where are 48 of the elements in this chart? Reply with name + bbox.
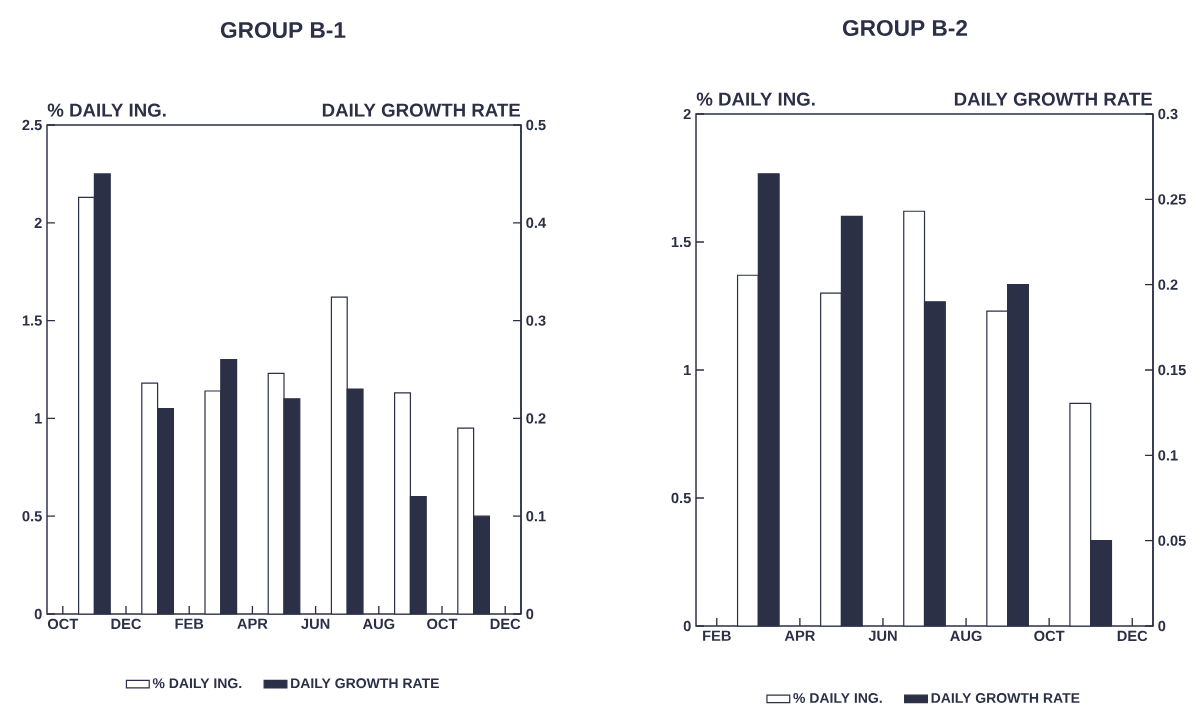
- x-tick-label: APR: [237, 618, 268, 629]
- x-tick-label: JUN: [301, 618, 330, 629]
- y-tick-label: 0.5: [22, 511, 42, 522]
- y2-tick-label: 0.5: [526, 119, 546, 131]
- y-tick-label: 1: [35, 413, 42, 424]
- x-tick-label: DEC: [490, 618, 521, 630]
- y-tick-label: 2: [683, 108, 691, 120]
- y-tick-label: 1.5: [671, 236, 691, 248]
- legend-label: DAILY GROWTH RATE: [931, 693, 1080, 703]
- y2-tick-label: 0.4: [526, 217, 547, 228]
- y2-tick-label: 0.1: [526, 511, 546, 522]
- x-tick-label: OCT: [427, 618, 458, 630]
- y2-tick-label: 0.15: [1158, 364, 1186, 376]
- y2-tick-label: 0.3: [526, 315, 546, 326]
- x-tick-label: FEB: [703, 630, 731, 641]
- y-tick-label: 0.5: [671, 492, 691, 504]
- y2-tick-label: 0.1: [1158, 450, 1178, 461]
- y2-tick-label: 0.05: [1158, 535, 1186, 546]
- y2-axis-title: DAILY GROWTH RATE: [322, 103, 521, 117]
- y-tick-label: 1.5: [22, 315, 42, 326]
- y-axis-title: % DAILY ING.: [696, 92, 815, 106]
- y-tick-label: 2.5: [22, 119, 42, 131]
- chart-title: GROUP B-2: [842, 19, 968, 37]
- y2-tick-label: 0.2: [526, 413, 546, 424]
- y2-tick-label: 0: [526, 608, 534, 620]
- y2-axis-title: DAILY GROWTH RATE: [954, 92, 1153, 106]
- y2-tick-label: 0: [1158, 620, 1166, 632]
- y-axis-title: % DAILY ING.: [47, 103, 166, 117]
- chart-title: GROUP B-1: [220, 21, 346, 39]
- x-tick-label: AUG: [950, 630, 982, 642]
- x-tick-label: APR: [784, 630, 816, 641]
- x-tick-label: DEC: [111, 618, 142, 630]
- y-tick-label: 2: [34, 217, 42, 228]
- x-tick-label: OCT: [47, 618, 79, 630]
- x-tick-label: DEC: [1117, 630, 1148, 642]
- x-tick-label: JUN: [868, 630, 897, 641]
- legend-label: DAILY GROWTH RATE: [291, 678, 439, 689]
- x-tick-label: AUG: [362, 618, 395, 630]
- y-tick-label: 0: [34, 608, 42, 620]
- y-tick-label: 0: [683, 620, 691, 632]
- legend-label: % DAILY ING.: [152, 678, 242, 689]
- y-tick-label: 1: [684, 364, 691, 376]
- legend-label: % DAILY ING.: [793, 693, 882, 703]
- y2-tick-label: 0.25: [1158, 194, 1186, 205]
- x-tick-label: FEB: [175, 618, 204, 629]
- y2-tick-label: 0.2: [1158, 279, 1178, 290]
- y2-tick-label: 0.3: [1158, 108, 1178, 120]
- x-tick-label: OCT: [1034, 630, 1065, 642]
